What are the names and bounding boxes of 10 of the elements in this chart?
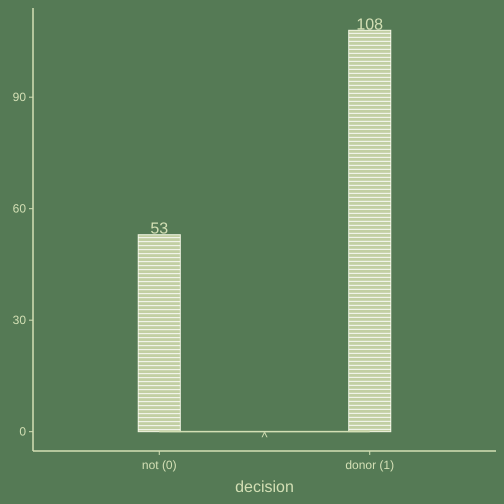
y-tick-label: 60: [12, 202, 26, 216]
ref-line-label: ^: [261, 430, 268, 445]
data-label: 53: [150, 220, 168, 238]
y-tick-label: 0: [19, 424, 26, 439]
y-tick-label: 90: [12, 90, 26, 104]
x-tick-label: donor (1): [345, 458, 394, 472]
x-tick-label: not (0): [142, 458, 177, 472]
data-label: 108: [356, 16, 384, 34]
x-axis-title: decision: [235, 479, 294, 496]
y-tick-label: 30: [12, 313, 26, 328]
